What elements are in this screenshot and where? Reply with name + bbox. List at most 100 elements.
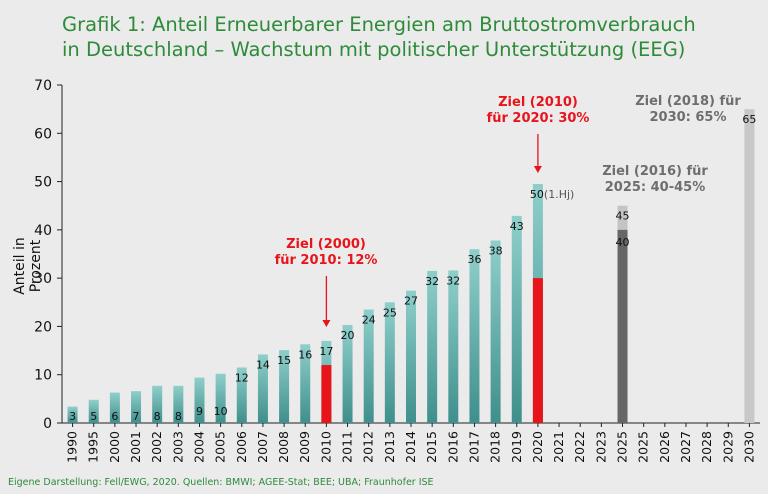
x-tick-label: 2011 — [340, 431, 355, 463]
value-label: 45 — [616, 210, 630, 223]
bar — [279, 350, 290, 423]
value-label: 32 — [425, 275, 439, 288]
bar — [427, 270, 438, 423]
annotation-line-2: 2030: 65% — [649, 110, 726, 125]
x-tick-label: 2021 — [551, 431, 566, 463]
x-tick-label: 2017 — [466, 431, 481, 463]
bar-2025-lower-target — [617, 229, 628, 423]
y-tick-label: 0 — [43, 416, 52, 432]
annotation-line-2: für 2020: 30% — [487, 111, 590, 126]
value-label-2025-low: 40 — [616, 236, 630, 249]
y-tick-label: 50 — [34, 175, 52, 191]
y-tick-label: 30 — [34, 271, 52, 287]
x-tick-label: 2019 — [509, 431, 524, 463]
x-tick-label: 2023 — [593, 431, 608, 463]
value-label: 25 — [383, 306, 397, 319]
value-label: 65 — [742, 113, 756, 126]
bar — [342, 324, 353, 423]
value-label: 8 — [154, 410, 161, 423]
value-label: 5 — [90, 410, 97, 423]
x-tick-label: 2000 — [107, 431, 122, 463]
x-tick-label: 2002 — [149, 431, 164, 463]
x-tick-label: 2026 — [657, 431, 672, 463]
value-label: 3 — [69, 410, 76, 423]
bar — [363, 309, 374, 423]
bar — [448, 270, 459, 423]
annotation-line-2: für 2010: 12% — [275, 253, 378, 268]
bar — [131, 391, 142, 423]
y-tick-label: 40 — [34, 223, 52, 239]
x-tick-label: 2005 — [213, 431, 228, 463]
annotation-line-1: Ziel (2010) — [498, 95, 578, 110]
x-tick-label: 2029 — [720, 431, 735, 463]
x-tick-label: 2009 — [297, 431, 312, 463]
value-label: 16 — [298, 348, 312, 361]
x-tick-label: 2014 — [403, 431, 418, 463]
bar — [67, 406, 78, 423]
y-tick-label: 10 — [34, 368, 52, 384]
x-tick-label: 2003 — [170, 431, 185, 463]
x-tick-label: 2013 — [382, 431, 397, 463]
y-tick-label: 60 — [34, 126, 52, 142]
value-label: 50(1.Hj) — [530, 188, 574, 201]
x-tick-label: 2006 — [234, 431, 249, 463]
bar — [406, 290, 416, 423]
x-tick-label: 1990 — [65, 431, 80, 463]
bar — [88, 399, 99, 423]
x-tick-label: 2008 — [276, 431, 291, 463]
x-tick-label: 2020 — [530, 431, 545, 463]
bar — [511, 215, 522, 423]
x-tick-label: 2001 — [128, 431, 143, 463]
annotation-arrow-head — [322, 320, 331, 327]
x-tick-label: 2015 — [424, 431, 439, 463]
title-line-2: in Deutschland – Wachstum mit politische… — [62, 38, 686, 61]
x-tick-label: 2030 — [741, 431, 756, 463]
value-label: 8 — [175, 410, 182, 423]
bar — [236, 367, 247, 423]
x-tick-label: 2010 — [318, 431, 333, 463]
x-tick-label: 1995 — [86, 431, 101, 463]
x-tick-label: 2016 — [445, 431, 460, 463]
value-label: 7 — [133, 410, 140, 423]
chart-title: Grafik 1: Anteil Erneuerbarer Energien a… — [62, 12, 762, 62]
x-tick-label: 2022 — [572, 431, 587, 463]
bar — [257, 354, 268, 423]
bar — [173, 385, 184, 423]
value-label: 24 — [362, 314, 376, 327]
value-label: 43 — [510, 220, 524, 233]
value-label: 27 — [404, 295, 418, 308]
title-line-1: Grafik 1: Anteil Erneuerbarer Energien a… — [62, 13, 696, 36]
annotation-line-2: 2025: 40-45% — [605, 180, 706, 195]
value-label: 14 — [256, 358, 270, 371]
bars — [67, 109, 755, 424]
x-tick-label: 2004 — [191, 431, 206, 463]
value-label: 32 — [446, 274, 460, 287]
value-label: 17 — [319, 345, 333, 358]
y-tick-label: 20 — [34, 319, 52, 335]
red-target-bar — [321, 365, 332, 423]
value-label: 10 — [214, 405, 228, 418]
red-target-bar — [532, 278, 543, 423]
bar — [384, 302, 395, 423]
y-tick-label: 70 — [34, 78, 52, 94]
value-label: 15 — [277, 354, 291, 367]
annotation-arrow-head — [533, 166, 542, 173]
x-tick-label: 2012 — [361, 431, 376, 463]
annotation-line-1: Ziel (2016) für — [602, 164, 708, 179]
value-label: 12 — [235, 371, 249, 384]
source-note: Eigene Darstellung: Fell/EWG, 2020. Quel… — [8, 477, 434, 488]
bar — [744, 109, 755, 424]
value-label: 6 — [111, 410, 118, 423]
x-tick-label: 2018 — [488, 431, 503, 463]
bar — [194, 377, 205, 423]
value-label: 36 — [467, 253, 481, 266]
bar — [300, 344, 311, 423]
x-tick-label: 2028 — [699, 431, 714, 463]
bar — [152, 385, 163, 423]
bar — [469, 249, 480, 423]
annotation-line-1: Ziel (2018) für — [635, 94, 741, 109]
annotations: Ziel (2000)für 2010: 12% Ziel (2010)für 2… — [275, 94, 741, 327]
x-tick-label: 2007 — [255, 431, 270, 463]
